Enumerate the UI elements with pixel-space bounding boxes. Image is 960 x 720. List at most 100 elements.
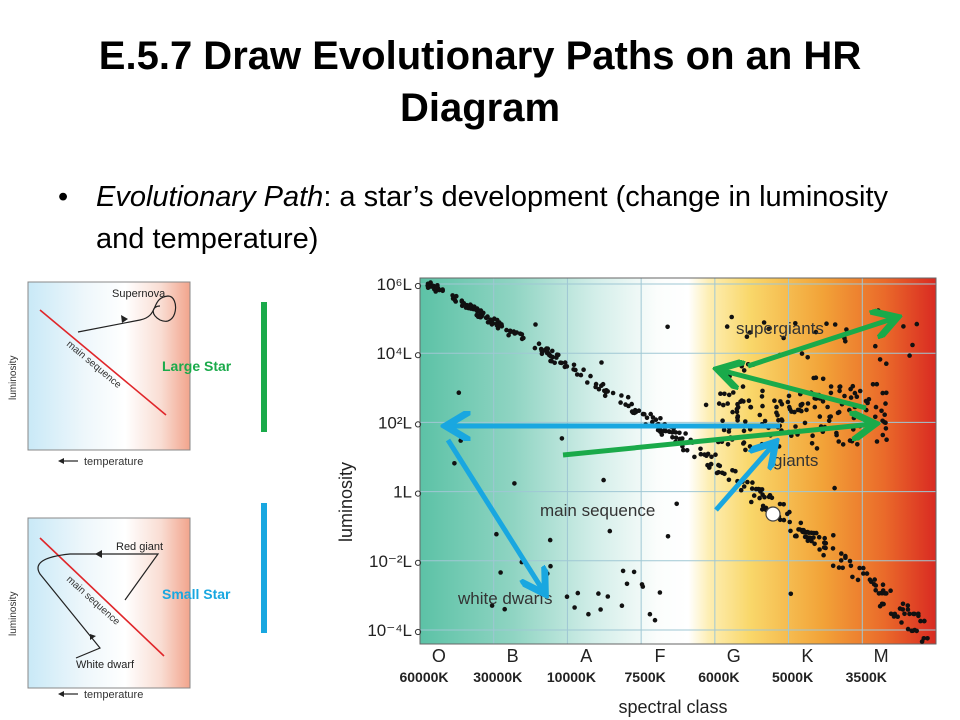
hr-star-point — [779, 418, 785, 423]
hr-star-point — [899, 620, 904, 625]
hr-star-point — [729, 314, 734, 320]
hr-star-point — [717, 463, 723, 469]
hr-star-point — [812, 404, 818, 410]
hr-star-point — [716, 401, 722, 406]
hr-star-point — [596, 591, 601, 596]
hr-star-point — [494, 317, 500, 323]
hr-star-point — [911, 611, 916, 617]
hr-star-point — [820, 399, 826, 404]
hr-star-point — [673, 430, 678, 435]
hr-star-point — [759, 441, 765, 447]
hr-star-point — [707, 465, 712, 470]
hr-star-point — [574, 372, 580, 377]
hr-star-point — [749, 486, 755, 491]
hr-star-point — [726, 392, 732, 398]
hr-star-point — [650, 419, 655, 425]
hr-star-point — [900, 601, 906, 607]
hr-star-point — [450, 293, 455, 298]
hr-y-ticks: 10⁶L 10⁴L 10²L 1L 10⁻²L 10⁻⁴L — [367, 275, 422, 640]
hr-star-point — [461, 301, 467, 306]
hr-star-point — [882, 412, 887, 417]
hr-star-point — [532, 345, 538, 351]
hr-star-point — [799, 351, 805, 356]
hr-star-point — [585, 380, 590, 385]
hr-star-point — [536, 341, 542, 346]
hr-star-point — [802, 420, 808, 426]
hr-star-point — [452, 461, 457, 466]
hr-star-point — [559, 360, 564, 366]
small-chart-bottom-ms-line — [39, 537, 165, 657]
hr-star-point — [601, 477, 606, 483]
hr-spectral-class-label: F — [655, 646, 666, 666]
hr-star-point — [508, 329, 513, 335]
hr-star-point — [873, 583, 879, 588]
hr-star-point — [575, 590, 581, 596]
hr-star-point — [842, 393, 847, 399]
hr-star-point — [618, 400, 623, 405]
bullet-dot: • — [58, 181, 69, 213]
hr-star-point — [677, 436, 683, 442]
hr-star-point — [843, 555, 848, 561]
hr-star-point — [821, 552, 826, 558]
hr-star-point — [774, 404, 779, 410]
hr-star-point — [673, 435, 679, 440]
hr-star-point — [781, 502, 786, 507]
hr-star-point — [776, 418, 781, 423]
hr-star-point — [918, 618, 923, 624]
hr-star-point — [494, 531, 499, 537]
hr-star-point — [801, 527, 806, 533]
hr-star-point — [709, 454, 714, 460]
hr-sun-marker — [765, 506, 781, 522]
hr-star-point — [478, 314, 483, 320]
hr-label-white-dwarfs: white dwarfs — [457, 589, 552, 608]
hr-star-point — [703, 402, 709, 408]
hr-star-point — [876, 308, 881, 313]
hr-temperature-label: 3500K — [846, 669, 887, 685]
hr-star-point — [851, 415, 857, 421]
hr-star-point — [857, 565, 862, 571]
hr-star-point — [642, 411, 647, 417]
hr-star-point — [666, 429, 672, 434]
hr-star-point — [836, 565, 842, 570]
bullet-term: Evolutionary Path — [96, 181, 324, 213]
hr-star-point — [828, 390, 834, 396]
hr-star-point — [870, 382, 876, 387]
hr-star-point — [721, 427, 727, 433]
hr-star-point — [588, 373, 593, 379]
hr-star-point — [847, 407, 852, 413]
hr-star-point — [914, 628, 919, 634]
hr-temperature-label: 6000K — [698, 669, 739, 685]
hr-star-point — [836, 439, 841, 444]
hr-star-point — [884, 591, 889, 596]
hr-star-point — [504, 327, 509, 333]
hr-label-main-sequence: main sequence — [540, 501, 655, 520]
hr-star-point — [805, 355, 810, 360]
hr-star-point — [571, 367, 576, 372]
large-star-arrow-3 — [747, 318, 895, 369]
hr-star-point — [739, 363, 744, 369]
small-chart-top-main-sequence-line — [39, 309, 167, 416]
hr-star-point — [855, 442, 860, 447]
hr-star-point — [730, 409, 735, 415]
hr-star-point — [725, 442, 731, 447]
large-star-arrow-1 — [562, 424, 873, 458]
hr-star-point — [747, 330, 753, 335]
hr-star-point — [596, 386, 602, 392]
hr-star-point — [820, 376, 826, 382]
hr-star-point — [629, 401, 634, 407]
hr-star-point — [922, 618, 927, 624]
hr-star-point — [714, 470, 720, 476]
hr-star-point — [745, 479, 750, 485]
hr-star-point — [910, 342, 915, 348]
hr-star-point — [817, 414, 823, 419]
hr-star-point — [663, 428, 668, 434]
hr-star-point — [766, 494, 772, 500]
hr-star-point — [873, 343, 878, 349]
bullet-definition: : a star’s development (change in lumino… — [96, 181, 889, 255]
hr-star-point — [489, 322, 495, 327]
hr-star-point — [644, 415, 650, 421]
hr-star-point — [512, 481, 517, 486]
small-star-label: Small Star — [162, 586, 231, 602]
hr-star-point — [740, 384, 746, 389]
hr-star-point — [744, 334, 750, 339]
